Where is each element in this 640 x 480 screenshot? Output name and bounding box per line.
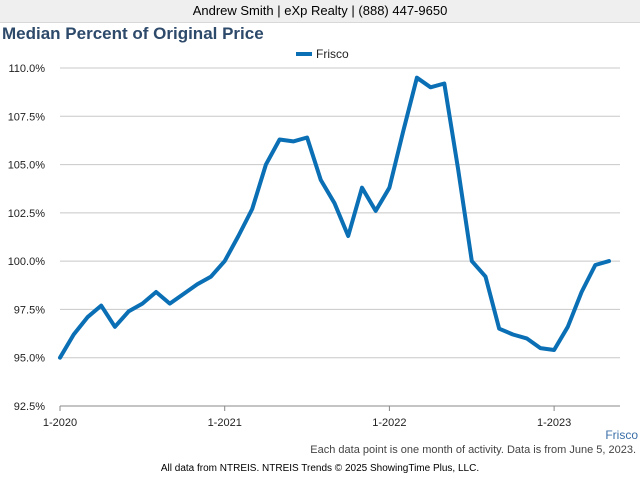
- data-point: [415, 76, 419, 80]
- data-point: [483, 275, 487, 279]
- data-point: [511, 333, 515, 337]
- data-point: [607, 259, 611, 263]
- y-tick-label: 97.5%: [14, 304, 45, 316]
- data-point: [470, 259, 474, 263]
- chart-grid: [60, 67, 620, 407]
- series-end-label: Frisco: [605, 428, 638, 442]
- y-axis: 110.0% 107.5% 105.0% 102.5% 100.0% 97.5% 95.0%…: [8, 63, 46, 413]
- data-point: [401, 130, 405, 134]
- data-point: [127, 309, 131, 313]
- data-point: [580, 290, 584, 294]
- y-tick-label: 92.5%: [14, 401, 45, 413]
- data-point: [278, 137, 282, 141]
- data-point: [58, 356, 62, 360]
- x-tick-label: 1-2021: [208, 417, 242, 429]
- data-point: [497, 327, 501, 331]
- data-point: [236, 234, 240, 238]
- y-tick-label: 95.0%: [14, 353, 45, 365]
- data-point: [223, 259, 227, 263]
- data-point: [360, 186, 364, 190]
- y-tick-label: 105.0%: [8, 160, 46, 172]
- x-tick-label: 1-2022: [372, 417, 406, 429]
- chart-legend[interactable]: Frisco: [296, 47, 349, 61]
- data-note: Each data point is one month of activity…: [310, 444, 636, 456]
- data-point: [168, 302, 172, 306]
- data-point: [113, 325, 117, 329]
- x-tick-label: 1-2023: [537, 417, 571, 429]
- data-source: All data from NTREIS. NTREIS Trends © 20…: [160, 463, 480, 474]
- agent-header: Andrew Smith | eXp Realty | (888) 447-96…: [0, 0, 640, 23]
- data-point: [593, 263, 597, 267]
- data-point: [333, 201, 337, 205]
- data-point: [85, 315, 89, 319]
- data-point: [538, 346, 542, 350]
- legend-label: Frisco: [316, 47, 349, 61]
- data-point: [264, 163, 268, 167]
- data-point: [456, 166, 460, 170]
- data-point: [429, 85, 433, 89]
- series-line-frisco: [58, 75, 611, 360]
- data-point: [305, 136, 309, 140]
- data-point: [387, 186, 391, 190]
- y-tick-label: 102.5%: [8, 208, 46, 220]
- data-point: [195, 282, 199, 286]
- data-point: [72, 333, 76, 337]
- y-tick-label: 110.0%: [9, 63, 46, 75]
- x-axis: 1-2020 1-2021 1-2022 1-2023: [43, 406, 571, 429]
- data-point: [209, 275, 213, 279]
- data-point: [319, 178, 323, 182]
- data-point: [346, 234, 350, 238]
- data-point: [250, 207, 254, 211]
- data-point: [442, 81, 446, 85]
- y-tick-label: 107.5%: [8, 111, 46, 123]
- data-point: [374, 209, 378, 213]
- data-point: [291, 139, 295, 143]
- data-point: [140, 302, 144, 306]
- data-point: [552, 348, 556, 352]
- y-tick-label: 100.0%: [8, 256, 46, 268]
- data-point: [525, 336, 529, 340]
- chart-title: Median Percent of Original Price: [2, 24, 264, 43]
- data-point: [182, 292, 186, 296]
- data-point: [566, 325, 570, 329]
- x-tick-label: 1-2020: [43, 417, 77, 429]
- chart-series: [58, 75, 611, 360]
- data-point: [154, 290, 158, 294]
- data-point: [99, 304, 103, 308]
